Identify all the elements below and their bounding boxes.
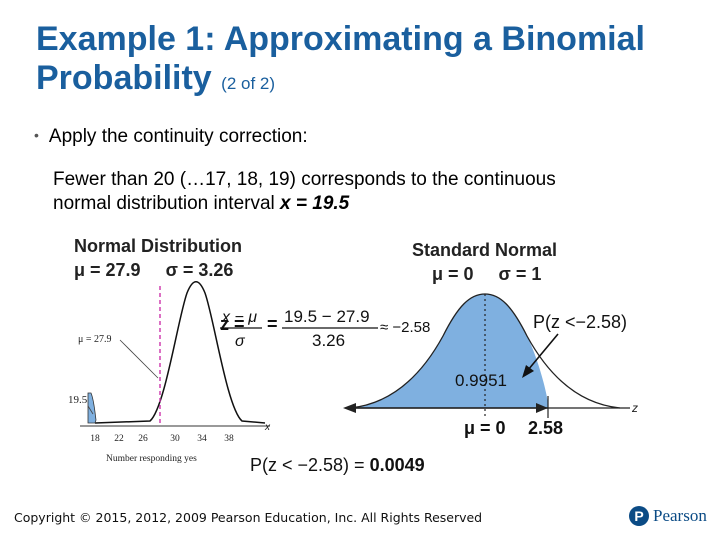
axis-tick-38: 38	[224, 434, 234, 444]
pearson-logo: P Pearson	[629, 506, 707, 526]
z-approx: ≈ −2.58	[380, 319, 430, 336]
axis-tick-30: 30	[170, 434, 180, 444]
pearson-logo-text: Pearson	[653, 506, 707, 525]
right-params: μ = 0 σ = 1	[432, 264, 541, 284]
mu-leader-line	[119, 339, 159, 379]
x-value-emphasis: x = 19.5	[280, 193, 350, 214]
bullet-text: Apply the continuity correction:	[48, 126, 308, 147]
axis-tick-22: 22	[114, 434, 124, 444]
z-value-denominator: 3.26	[312, 331, 345, 350]
title-sub: (2 of 2)	[221, 74, 276, 93]
area-label: 0.9951	[455, 371, 507, 390]
z-equals: =	[267, 314, 278, 334]
right-shaded-area	[350, 294, 548, 408]
z-lhs: z =	[220, 314, 245, 334]
mu-marker: μ = 27.9	[78, 334, 112, 345]
x-leader-line	[87, 405, 94, 415]
left-shaded-tail	[87, 392, 97, 424]
pearson-logo-icon: P	[629, 506, 649, 526]
result-line: P(z < −2.58) = 0.0049	[250, 455, 425, 475]
right-tick: 2.58	[528, 418, 563, 438]
left-bell-curve	[94, 281, 266, 424]
body-line-2: normal distribution interval x = 19.5	[53, 192, 673, 216]
prob-pointer-head-icon	[522, 365, 534, 378]
bullet-item: • Apply the continuity correction:	[34, 126, 308, 148]
result-prefix: P(z < −2.58) =	[250, 455, 370, 475]
left-axis-var: x	[264, 422, 271, 433]
right-title: Standard Normal	[412, 240, 557, 260]
slide-title: Example 1: Approximating a Binomial Prob…	[36, 20, 706, 103]
right-mu: μ = 0	[464, 418, 506, 438]
bullet-dot-icon: •	[34, 127, 39, 143]
body-text: Fewer than 20 (…17, 18, 19) corresponds …	[53, 168, 673, 216]
z-formula-numerator: x − μ	[221, 309, 257, 326]
axis-tick-26: 26	[138, 434, 148, 444]
prob-label: P(z <−2.58)	[533, 312, 627, 332]
x-marker: 19.5	[68, 394, 88, 406]
z-formula-denominator: σ	[235, 333, 246, 350]
left-title: Normal Distribution	[74, 236, 242, 256]
prob-pointer-line	[527, 333, 559, 371]
axis-tick-18: 18	[90, 434, 100, 444]
z-value-numerator: 19.5 − 27.9	[284, 307, 370, 326]
axis-tick-34: 34	[197, 434, 207, 444]
left-params: μ = 27.9 σ = 3.26	[74, 260, 233, 280]
result-value: 0.0049	[370, 455, 425, 475]
body-line-2-prefix: normal distribution interval	[53, 193, 281, 214]
distribution-figure: Normal Distribution μ = 27.9 σ = 3.26 μ …	[68, 236, 638, 475]
arrow-head-left-icon	[343, 403, 356, 413]
copyright-text: Copyright © 2015, 2012, 2009 Pearson Edu…	[14, 510, 483, 525]
body-line-1: Fewer than 20 (…17, 18, 19) corresponds …	[53, 169, 556, 190]
arrow-head-right-icon	[536, 403, 548, 413]
left-axis-label: Number responding yes	[106, 454, 197, 464]
right-axis-var: z	[631, 401, 638, 415]
title-main: Example 1: Approximating a Binomial Prob…	[36, 20, 645, 97]
